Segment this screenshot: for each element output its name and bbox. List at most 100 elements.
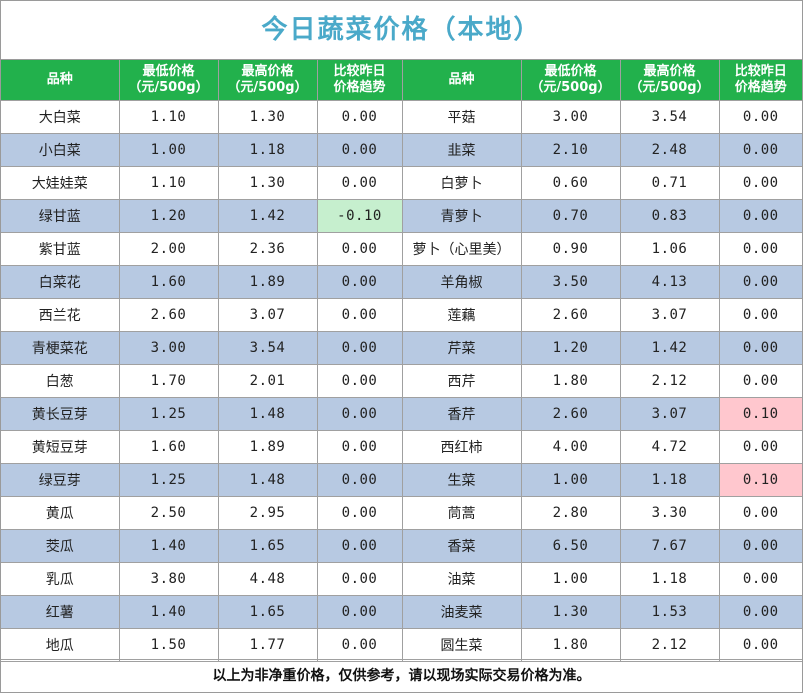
cell-trend: 0.00 xyxy=(316,462,403,497)
cell-name: 白葱 xyxy=(1,363,120,398)
cell-name: 青梗菜花 xyxy=(1,330,120,365)
cell-low-price-right: 2.80 xyxy=(520,495,621,530)
table-row: 绿豆芽 1.25 1.48 0.00 生菜 1.00 1.18 0.10 xyxy=(1,462,802,497)
table-body: 大白菜 1.10 1.30 0.00 平菇 3.00 3.54 0.00 小白菜 1.00 1.18… xyxy=(1,99,802,662)
cell-name: 地瓜 xyxy=(1,627,120,662)
cell-trend: 0.00 xyxy=(316,561,403,596)
cell-name: 红薯 xyxy=(1,594,120,629)
cell-high-price-right: 0.71 xyxy=(619,165,720,200)
table-row: 黄瓜 2.50 2.95 0.00 茼蒿 2.80 3.30 0.00 xyxy=(1,495,802,530)
header-low-price: 最低价格 （元/500g） xyxy=(118,60,219,101)
cell-name: 小白菜 xyxy=(1,132,120,167)
header-name-right: 品种 xyxy=(401,60,522,101)
cell-trend: 0.00 xyxy=(316,132,403,167)
cell-trend: 0.00 xyxy=(316,396,403,431)
cell-trend-right: 0.00 xyxy=(718,99,802,134)
cell-low-price: 2.50 xyxy=(118,495,219,530)
header-trend-line2-right: 价格趋势 xyxy=(734,79,787,95)
cell-high-price-right: 3.07 xyxy=(619,396,720,431)
cell-low-price-right: 6.50 xyxy=(520,528,621,563)
table-row: 大白菜 1.10 1.30 0.00 平菇 3.00 3.54 0.00 xyxy=(1,99,802,134)
cell-high-price: 2.36 xyxy=(217,231,318,266)
cell-low-price: 1.10 xyxy=(118,99,219,134)
cell-low-price-right: 0.90 xyxy=(520,231,621,266)
cell-trend-right: 0.00 xyxy=(718,627,802,662)
cell-low-price: 1.50 xyxy=(118,627,219,662)
table-row: 黄短豆芽 1.60 1.89 0.00 西红柿 4.00 4.72 0.00 xyxy=(1,429,802,464)
cell-name: 绿甘蓝 xyxy=(1,198,120,233)
cell-low-price-right: 1.80 xyxy=(520,363,621,398)
cell-low-price-right: 2.10 xyxy=(520,132,621,167)
cell-trend-right: 0.00 xyxy=(718,429,802,464)
cell-trend: 0.00 xyxy=(316,99,403,134)
cell-high-price: 1.18 xyxy=(217,132,318,167)
cell-high-price-right: 1.18 xyxy=(619,462,720,497)
cell-high-price-right: 3.07 xyxy=(619,297,720,332)
cell-low-price: 3.80 xyxy=(118,561,219,596)
cell-trend: 0.00 xyxy=(316,165,403,200)
header-high-line1-right: 最高价格 xyxy=(643,63,696,79)
cell-name: 大娃娃菜 xyxy=(1,165,120,200)
cell-high-price: 3.54 xyxy=(217,330,318,365)
header-name: 品种 xyxy=(1,60,120,101)
cell-high-price: 1.89 xyxy=(217,429,318,464)
cell-name-right: 青萝卜 xyxy=(401,198,522,233)
cell-low-price: 1.70 xyxy=(118,363,219,398)
table-row: 青梗菜花 3.00 3.54 0.00 芹菜 1.20 1.42 0.00 xyxy=(1,330,802,365)
table-row: 红薯 1.40 1.65 0.00 油麦菜 1.30 1.53 0.00 xyxy=(1,594,802,629)
header-low-price-right: 最低价格 （元/500g） xyxy=(520,60,621,101)
cell-high-price: 1.30 xyxy=(217,165,318,200)
table-row: 地瓜 1.50 1.77 0.00 圆生菜 1.80 2.12 0.00 xyxy=(1,627,802,662)
cell-low-price: 1.40 xyxy=(118,528,219,563)
table-header-row: 品种 最低价格 （元/500g） 最高价格 （元/500g） 比较昨日 价格趋势 品种… xyxy=(1,60,802,101)
cell-low-price: 1.60 xyxy=(118,429,219,464)
cell-trend: 0.00 xyxy=(316,528,403,563)
cell-high-price-right: 0.83 xyxy=(619,198,720,233)
header-high-line2: （元/500g） xyxy=(227,79,308,95)
cell-name-right: 萝卜（心里美） xyxy=(401,231,522,266)
cell-trend-right: 0.10 xyxy=(718,462,802,497)
cell-high-price-right: 3.30 xyxy=(619,495,720,530)
cell-low-price: 1.60 xyxy=(118,264,219,299)
cell-low-price-right: 2.60 xyxy=(520,297,621,332)
cell-high-price: 3.07 xyxy=(217,297,318,332)
cell-name-right: 香菜 xyxy=(401,528,522,563)
cell-trend-right: 0.00 xyxy=(718,495,802,530)
table-row: 紫甘蓝 2.00 2.36 0.00 萝卜（心里美） 0.90 1.06 0.00 xyxy=(1,231,802,266)
price-table: 品种 最低价格 （元/500g） 最高价格 （元/500g） 比较昨日 价格趋势 品种… xyxy=(1,60,802,662)
cell-trend: 0.00 xyxy=(316,297,403,332)
cell-low-price: 2.60 xyxy=(118,297,219,332)
cell-high-price: 2.01 xyxy=(217,363,318,398)
cell-trend-right: 0.00 xyxy=(718,363,802,398)
cell-low-price-right: 1.00 xyxy=(520,462,621,497)
header-trend-line2: 价格趋势 xyxy=(333,79,386,95)
cell-trend: 0.00 xyxy=(316,264,403,299)
cell-high-price: 1.65 xyxy=(217,528,318,563)
header-high-line2-right: （元/500g） xyxy=(629,79,710,95)
cell-name-right: 白萝卜 xyxy=(401,165,522,200)
cell-high-price-right: 1.42 xyxy=(619,330,720,365)
cell-name-right: 莲藕 xyxy=(401,297,522,332)
cell-high-price: 2.95 xyxy=(217,495,318,530)
cell-trend: 0.00 xyxy=(316,429,403,464)
cell-high-price: 4.48 xyxy=(217,561,318,596)
cell-low-price-right: 1.30 xyxy=(520,594,621,629)
cell-trend-right: 0.10 xyxy=(718,396,802,431)
cell-name: 黄长豆芽 xyxy=(1,396,120,431)
table-row: 茭瓜 1.40 1.65 0.00 香菜 6.50 7.67 0.00 xyxy=(1,528,802,563)
cell-trend: 0.00 xyxy=(316,627,403,662)
cell-trend: 0.00 xyxy=(316,330,403,365)
cell-low-price: 1.10 xyxy=(118,165,219,200)
cell-name: 大白菜 xyxy=(1,99,120,134)
cell-name-right: 油麦菜 xyxy=(401,594,522,629)
table-row: 大娃娃菜 1.10 1.30 0.00 白萝卜 0.60 0.71 0.00 xyxy=(1,165,802,200)
cell-name: 绿豆芽 xyxy=(1,462,120,497)
cell-high-price-right: 4.13 xyxy=(619,264,720,299)
cell-trend: 0.00 xyxy=(316,594,403,629)
cell-high-price: 1.89 xyxy=(217,264,318,299)
cell-name-right: 香芹 xyxy=(401,396,522,431)
cell-trend: 0.00 xyxy=(316,231,403,266)
cell-name-right: 芹菜 xyxy=(401,330,522,365)
cell-high-price-right: 7.67 xyxy=(619,528,720,563)
